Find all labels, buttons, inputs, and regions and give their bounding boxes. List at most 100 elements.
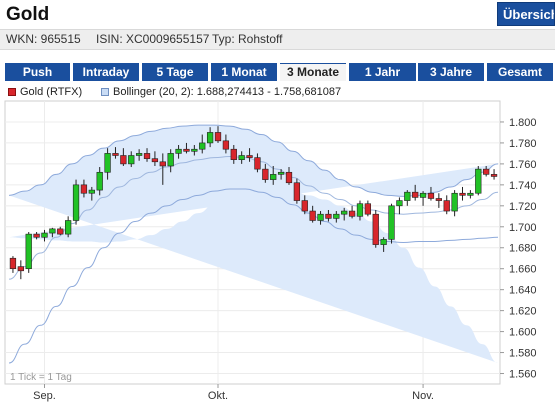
candle-body (333, 213, 340, 219)
candle-body (128, 155, 135, 165)
candle-body (443, 200, 450, 212)
candle-body (17, 266, 24, 272)
candle-body (183, 148, 190, 152)
chart-legend: Gold (RTFX) Bollinger (20, 2): 1.688,274… (0, 85, 555, 100)
candle-body (372, 213, 379, 245)
candle-body (206, 132, 214, 144)
y-tick-label: 1.780 (509, 138, 537, 150)
candle-body (112, 153, 119, 156)
isin-text: ISIN: XC0009655157 (96, 32, 210, 46)
candle-body (490, 174, 498, 177)
bollinger-band-fill (9, 125, 498, 364)
page-title: Gold (6, 4, 50, 25)
x-axis: Sep. Okt. Nov. (33, 384, 434, 402)
candle-body (435, 198, 442, 201)
candle-body (222, 140, 230, 150)
candle-body (388, 205, 395, 240)
candle-body (380, 239, 387, 245)
instrument-info-bar: WKN: 965515 ISIN: XC0009655157 Typ: Rohs… (0, 29, 555, 50)
tab-intraday[interactable]: Intraday (73, 63, 139, 81)
bollinger-legend-label: Bollinger (20, 2): 1.688,274413 - 1.758,… (113, 86, 342, 98)
candle-body (419, 192, 427, 198)
tab-3-jahre[interactable]: 3 Jahre (418, 63, 484, 81)
x-tick-label: Sep. (33, 390, 56, 402)
candle-body (199, 142, 206, 150)
y-tick-label: 1.700 (509, 222, 537, 234)
x-tick-label: Nov. (412, 390, 434, 402)
candle-body (88, 189, 95, 194)
y-tick-label: 1.560 (509, 369, 537, 381)
bollinger-legend-swatch (101, 88, 109, 96)
candle-body (151, 158, 159, 163)
candle-body (135, 153, 143, 156)
tab-3-monate[interactable]: 3 Monate (280, 63, 346, 81)
wkn-text: WKN: 965515 (6, 32, 81, 46)
candle-body (356, 203, 364, 217)
candle-body (483, 168, 490, 175)
candle-body (254, 157, 261, 170)
y-tick-label: 1.600 (509, 327, 537, 339)
type-text: Typ: Rohstoff (212, 32, 283, 46)
candle-body (285, 171, 293, 184)
candle-body (270, 174, 277, 180)
tab-5-tage[interactable]: 5 Tage (142, 63, 208, 81)
candle-body (65, 220, 72, 235)
candle-body (475, 168, 482, 194)
y-tick-label: 1.660 (509, 264, 537, 276)
x-tick-label: Okt. (208, 390, 228, 402)
candle-body (412, 191, 419, 198)
candle-body (451, 192, 458, 212)
candle-body (96, 171, 103, 191)
candle-body (301, 200, 308, 212)
y-tick-label: 1.580 (509, 348, 537, 360)
candle-body (325, 213, 332, 219)
candle-body (341, 210, 348, 215)
candle-body (167, 153, 174, 167)
candle-body (57, 228, 64, 235)
candle-body (175, 148, 182, 154)
candle-body (309, 210, 316, 221)
candle-body (262, 168, 269, 180)
candle-body (246, 155, 253, 158)
candle-body (396, 200, 403, 207)
bollinger-lower-line (8, 188, 499, 364)
candle-body (404, 191, 411, 201)
gold-legend-label: Gold (RTFX) (20, 86, 83, 98)
candle-body (293, 182, 301, 201)
candle-body (159, 161, 166, 167)
candle-body (72, 184, 80, 221)
tick-note: 1 Tick = 1 Tag (10, 372, 72, 383)
candle-body (104, 153, 111, 173)
tab-gesamt[interactable]: Gesamt (487, 63, 553, 81)
y-axis: 1.800 1.780 1.760 1.740 1.720 1.700 1.680 1.660… (500, 117, 537, 381)
candle-body (317, 213, 324, 221)
candle-body (80, 184, 88, 194)
candle-body (120, 155, 127, 165)
candle-body (41, 232, 48, 238)
y-tick-label: 1.680 (509, 243, 537, 255)
tab-1-jahr[interactable]: 1 Jahr (349, 63, 416, 81)
candle-body (467, 192, 474, 196)
y-tick-label: 1.620 (509, 306, 537, 318)
candle-body (25, 233, 32, 270)
candle-body (230, 148, 237, 160)
candle-body (143, 153, 151, 159)
y-tick-label: 1.640 (509, 285, 537, 297)
bollinger-middle-line (8, 156, 499, 280)
candles (9, 126, 498, 280)
candle-body (238, 155, 245, 160)
y-tick-label: 1.720 (509, 201, 537, 213)
tab-push[interactable]: Push (5, 63, 70, 81)
y-tick-label: 1.800 (509, 117, 537, 129)
candle-body (277, 171, 285, 175)
candle-body (364, 203, 372, 215)
y-tick-label: 1.760 (509, 159, 537, 171)
tab-1-monat[interactable]: 1 Monat (211, 63, 277, 81)
candle-body (214, 132, 222, 142)
candle-body (459, 192, 466, 196)
candle-body (191, 148, 198, 152)
candle-body (33, 233, 40, 238)
y-tick-label: 1.740 (509, 180, 537, 192)
candle-body (9, 257, 17, 270)
